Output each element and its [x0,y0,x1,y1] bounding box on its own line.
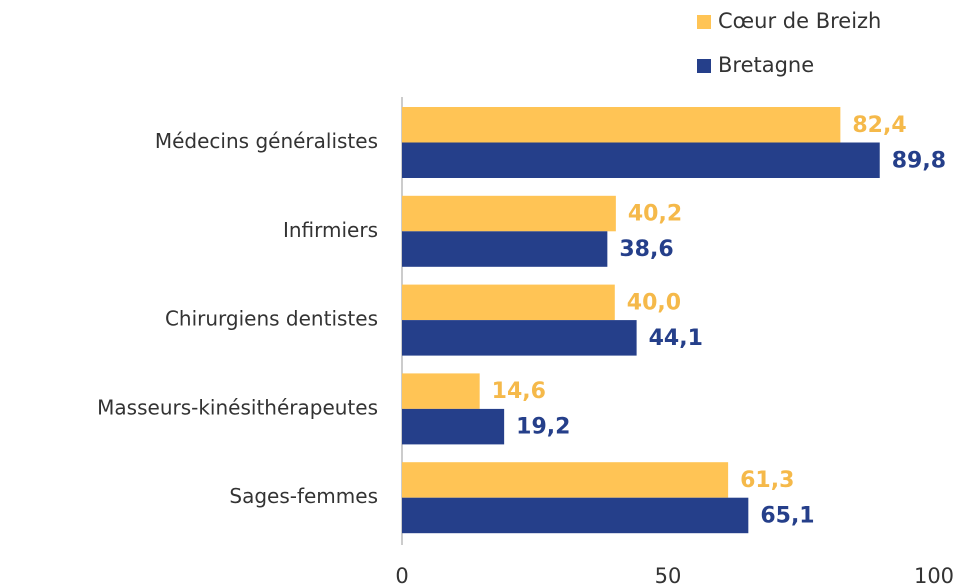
bar [402,373,480,409]
y-tick-label: Chirurgiens dentistes [165,307,378,331]
bar [402,462,729,498]
x-tick-label: 0 [395,564,408,587]
value-label: 89,8 [892,148,946,173]
bar [402,142,880,178]
x-tick-label: 100 [914,564,954,587]
bar [402,284,615,321]
value-label: 61,3 [740,468,794,493]
legend-label: Bretagne [718,53,814,77]
legend-swatch [697,15,711,29]
bar [402,195,616,232]
legend-label: Cœur de Breizh [718,9,881,33]
value-label: 40,0 [627,290,681,315]
y-tick-label: Masseurs-kinésithérapeutes [97,395,378,419]
x-tick-label: 50 [655,564,682,587]
value-label: 19,2 [516,415,570,440]
value-label: 14,6 [492,379,546,404]
legend-swatch [697,59,711,73]
value-label: 82,4 [852,113,906,138]
value-label: 40,2 [628,202,682,227]
bar [402,107,841,143]
bar [402,320,637,356]
value-label: 38,6 [619,237,673,262]
y-tick-label: Médecins généralistes [155,129,378,153]
bar [402,497,749,534]
bar [402,231,608,267]
y-tick-label: Sages-femmes [229,484,378,508]
bar [402,408,505,445]
value-label: 65,1 [760,503,814,528]
value-label: 44,1 [649,326,703,351]
y-tick-label: Infirmiers [283,218,378,242]
